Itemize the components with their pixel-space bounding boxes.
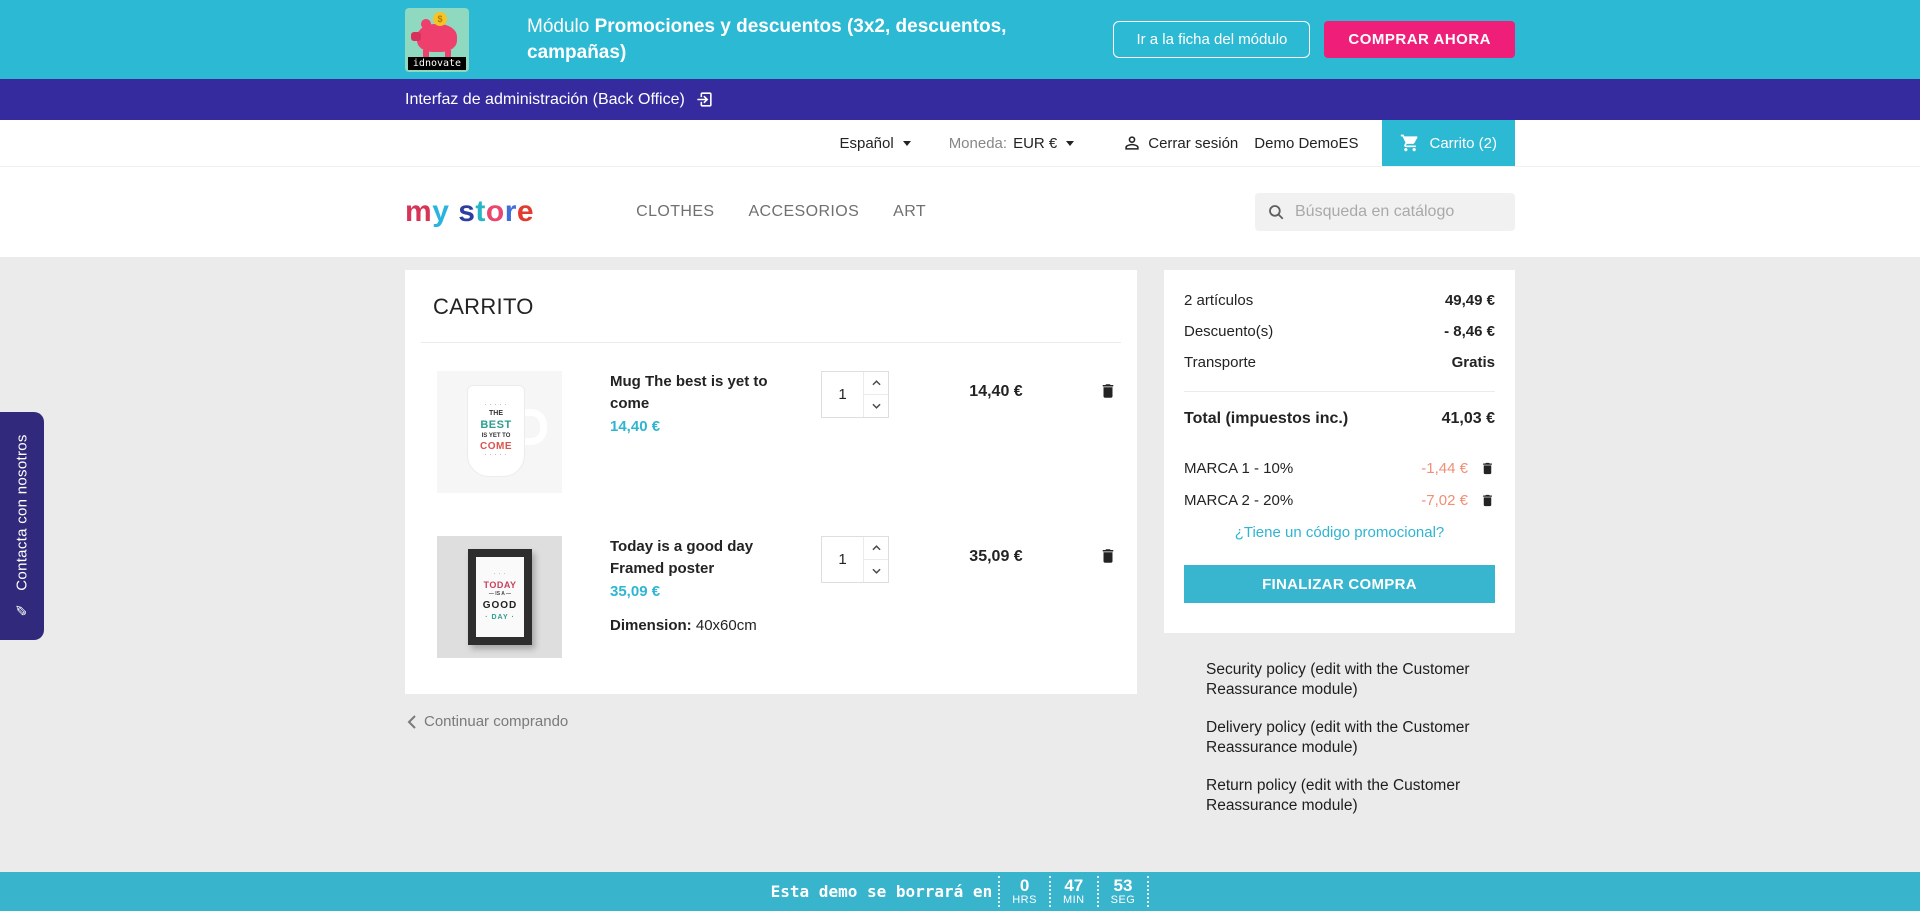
summary-row-discounts: Descuento(s) - 8,46 € xyxy=(1184,323,1495,340)
chevron-left-icon xyxy=(407,714,416,729)
voucher-amount: -1,44 € xyxy=(1421,460,1468,477)
menu-item-art[interactable]: ART xyxy=(893,203,927,220)
cart-button[interactable]: Carrito (2) xyxy=(1382,120,1515,166)
summary-total-row: Total (impuestos inc.) 41,03 € xyxy=(1184,410,1495,427)
cart-summary-panel: 2 artículos 49,49 € Descuento(s) - 8,46 … xyxy=(1164,270,1515,633)
product-attribute: Dimension: 40x60cm xyxy=(610,616,757,634)
countdown-hours: 0 HRS xyxy=(998,875,1049,908)
promo-header: $ idnovate Módulo Promociones y descuent… xyxy=(0,0,1920,79)
buy-now-button[interactable]: COMPRAR AHORA xyxy=(1324,21,1515,58)
remove-voucher-button[interactable] xyxy=(1480,460,1495,477)
store-header: my store CLOTHES ACCESORIOS ART xyxy=(0,167,1920,257)
contact-us-tab[interactable]: ✎ Contacta con nosotros xyxy=(0,412,44,640)
quantity-stepper xyxy=(821,536,889,583)
quantity-decrease-button[interactable] xyxy=(864,395,888,417)
menu-item-clothes[interactable]: CLOTHES xyxy=(636,203,715,220)
cart-count-label: Carrito (2) xyxy=(1429,134,1497,152)
cart-panel: CARRITO · · · · · THE BEST IS YET TO COM… xyxy=(405,270,1137,694)
continue-shopping-link[interactable]: Continuar comprando xyxy=(405,713,1137,730)
demo-countdown-bar: Esta demo se borrará en 0 HRS 47 MIN 53 … xyxy=(0,872,1920,911)
remove-voucher-button[interactable] xyxy=(1480,492,1495,509)
cart-title: CARRITO xyxy=(433,294,534,319)
quantity-input[interactable] xyxy=(822,372,863,417)
quantity-stepper xyxy=(821,371,889,418)
coin-icon: $ xyxy=(433,11,447,26)
product-image-mug[interactable]: · · · · · THE BEST IS YET TO COME · · · … xyxy=(437,371,562,493)
demo-countdown-text: Esta demo se borrará en xyxy=(770,882,993,901)
product-total-price: 14,40 € xyxy=(969,383,1023,400)
quantity-increase-button[interactable] xyxy=(864,537,888,560)
summary-row-shipping: Transporte Gratis xyxy=(1184,354,1495,371)
exit-to-app-icon xyxy=(695,90,714,109)
top-nav: Español Moneda: EUR € Cerrar sesión Demo… xyxy=(0,120,1920,167)
cart-item-mug: · · · · · THE BEST IS YET TO COME · · · … xyxy=(421,371,1121,493)
currency-label: Moneda: xyxy=(948,134,1008,152)
voucher-row: MARCA 1 - 10% -1,44 € xyxy=(1184,460,1495,477)
caret-down-icon xyxy=(1066,140,1075,146)
quantity-increase-button[interactable] xyxy=(864,372,888,395)
security-policy: Security policy (edit with the Customer … xyxy=(1206,661,1470,699)
pencil-icon: ✎ xyxy=(13,600,30,619)
idnovate-logo-text: idnovate xyxy=(408,56,466,70)
checkout-button[interactable]: FINALIZAR COMPRA xyxy=(1184,565,1495,603)
product-total-price: 35,09 € xyxy=(969,548,1023,565)
currency-selector[interactable]: Moneda: EUR € xyxy=(949,135,1075,152)
cart-item-poster: · · · TODAY — IS A — GOOD · DAY · Today … xyxy=(421,536,1121,658)
product-name[interactable]: Today is a good day Framed poster xyxy=(610,538,754,577)
countdown-seconds: 53 SEG xyxy=(1096,875,1150,908)
back-office-bar[interactable]: Interfaz de administración (Back Office) xyxy=(0,79,1920,120)
summary-row-items: 2 artículos 49,49 € xyxy=(1184,292,1495,309)
return-policy: Return policy (edit with the Customer Re… xyxy=(1206,776,1461,815)
delivery-policy: Delivery policy (edit with the Customer … xyxy=(1206,718,1470,757)
currency-value: EUR € xyxy=(1013,134,1058,152)
idnovate-logo: $ idnovate xyxy=(405,7,469,72)
logout-link[interactable]: Cerrar sesión xyxy=(1122,133,1238,153)
quantity-input[interactable] xyxy=(822,537,863,582)
back-office-link[interactable]: Interfaz de administración (Back Office) xyxy=(405,90,685,108)
voucher-row: MARCA 2 - 20% -7,02 € xyxy=(1184,492,1495,509)
product-name[interactable]: Mug The best is yet to come xyxy=(610,373,768,412)
search-icon xyxy=(1267,203,1285,221)
remove-item-button[interactable] xyxy=(1099,546,1117,566)
contact-us-label: Contacta con nosotros xyxy=(13,433,31,591)
store-logo[interactable]: my store xyxy=(405,195,535,228)
quantity-decrease-button[interactable] xyxy=(864,560,888,582)
product-image-poster[interactable]: · · · TODAY — IS A — GOOD · DAY · xyxy=(437,536,562,658)
caret-down-icon xyxy=(902,140,911,146)
account-link[interactable]: Demo DemoES xyxy=(1254,134,1359,152)
user-icon xyxy=(1122,133,1142,153)
search-input[interactable] xyxy=(1295,203,1503,221)
product-unit-price: 14,40 € xyxy=(610,417,661,435)
product-unit-price: 35,09 € xyxy=(610,582,661,600)
promo-code-link[interactable]: ¿Tiene un código promocional? xyxy=(1234,524,1445,541)
language-selector[interactable]: Español xyxy=(839,135,911,152)
remove-item-button[interactable] xyxy=(1099,381,1117,401)
module-page-button[interactable]: Ir a la ficha del módulo xyxy=(1113,21,1311,58)
countdown-minutes: 47 MIN xyxy=(1048,875,1097,908)
module-title: Módulo Promociones y descuentos (3x2, de… xyxy=(527,15,1007,63)
main-menu: CLOTHES ACCESORIOS ART xyxy=(636,203,926,221)
menu-item-accesorios[interactable]: ACCESORIOS xyxy=(748,203,860,220)
reassurance-block: Security policy (edit with the Customer … xyxy=(1164,660,1524,817)
voucher-amount: -7,02 € xyxy=(1421,492,1468,509)
cart-icon xyxy=(1400,133,1420,153)
search-box[interactable] xyxy=(1255,193,1515,231)
